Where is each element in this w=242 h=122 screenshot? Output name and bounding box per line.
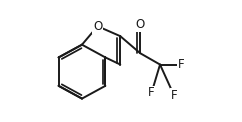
Text: F: F xyxy=(171,89,178,102)
Text: F: F xyxy=(178,58,185,71)
Text: O: O xyxy=(93,20,102,33)
Text: F: F xyxy=(148,86,155,99)
Text: O: O xyxy=(136,18,145,31)
